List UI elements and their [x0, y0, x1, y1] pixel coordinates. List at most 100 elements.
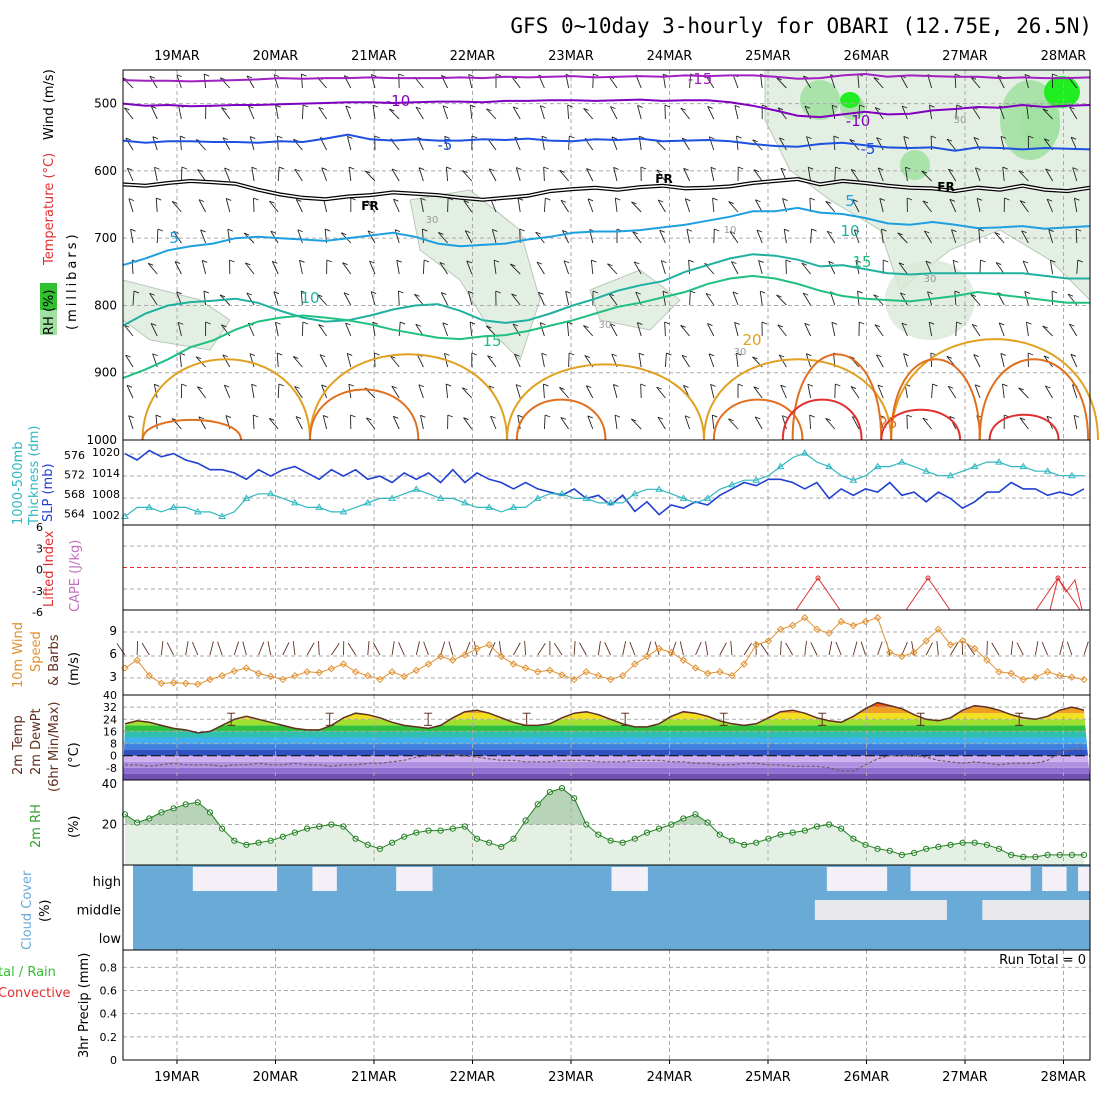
wind-barb	[488, 642, 496, 656]
wind-barb-flag	[277, 135, 283, 139]
wind-speed-point	[509, 660, 518, 668]
wind-barb-flag	[389, 108, 395, 112]
wind-barb	[1042, 325, 1053, 337]
wind-barb-flag	[1070, 353, 1077, 357]
wind-barb-flag	[1044, 138, 1050, 142]
wind-speed-point	[934, 625, 943, 634]
date-label-top: 19MAR	[154, 49, 200, 64]
wind-barb	[936, 641, 939, 656]
date-label-bottom: 28MAR	[1041, 1070, 1087, 1085]
wind-barb	[637, 105, 642, 120]
wind-barb	[1072, 167, 1078, 182]
wind-barb	[728, 201, 739, 213]
wind-barb-flag	[851, 168, 857, 172]
wind-barb	[414, 293, 424, 306]
temp-band	[123, 749, 1090, 756]
wind-barb-flag	[1045, 385, 1051, 389]
wind-barb	[971, 107, 981, 120]
wind-barb	[125, 354, 134, 368]
wind-barb	[422, 259, 425, 275]
wind-barb	[466, 260, 473, 275]
wind-barb	[275, 322, 279, 337]
wind-barb-flag	[662, 290, 669, 294]
wind-speed-point	[412, 666, 421, 674]
wind-barb	[734, 105, 739, 120]
wind-barb	[251, 384, 255, 399]
wind-barb	[974, 384, 981, 399]
wind-barb	[688, 260, 691, 275]
wind-barb-flag	[350, 414, 356, 418]
wind-speed-point	[206, 675, 214, 684]
wind-barb	[928, 105, 933, 120]
wind-barb	[852, 416, 860, 430]
wind-barb-flag	[495, 290, 501, 294]
date-label-bottom: 23MAR	[548, 1070, 594, 1085]
wind-barb-flag	[954, 290, 960, 294]
wind-speed-point	[922, 637, 930, 645]
wind-barb	[683, 168, 691, 182]
wind-barb	[707, 106, 715, 120]
wind-barb	[128, 415, 134, 430]
wind-barb	[126, 168, 134, 182]
wind-barb	[487, 138, 497, 151]
upper-wind-label: Wind (m/s)	[42, 69, 57, 140]
wind-barb-flag	[442, 322, 448, 326]
wind-barb	[807, 384, 812, 399]
wind-barb-flag	[560, 199, 567, 203]
wind-barb-flag	[486, 325, 492, 329]
wind-barb-flag	[631, 418, 637, 422]
wind-barb	[860, 641, 866, 656]
wind-barb	[197, 169, 206, 182]
wind-barb	[705, 293, 715, 306]
wind-barb	[755, 199, 763, 213]
temp-line	[124, 701, 1085, 734]
wind-barb-flag	[752, 356, 758, 360]
wind-barb	[583, 325, 594, 337]
wind-barb-flag	[883, 259, 889, 263]
wind-barb	[486, 108, 497, 120]
isotherm-warm	[702, 358, 893, 441]
cloud-high-cell	[838, 867, 852, 891]
y-tick-label: 800	[94, 298, 117, 312]
wind-barb-flag	[803, 292, 809, 296]
wind-barb	[834, 166, 836, 182]
wind-speed-point	[1007, 669, 1015, 678]
wind-barb	[225, 198, 231, 213]
wind-barb-flag	[510, 263, 516, 267]
wind-barb-flag	[559, 169, 565, 173]
wind-barb-flag	[954, 73, 961, 77]
wind-barb	[367, 230, 376, 244]
wind-barb	[973, 354, 981, 368]
wind-barb-flag	[513, 106, 519, 110]
isotherm-label: -15	[688, 70, 713, 88]
wind-barb	[657, 416, 666, 430]
wind-barb-flag	[269, 417, 275, 421]
wind-barb-flag	[559, 387, 565, 390]
wind-barb-flag	[762, 104, 768, 108]
isotherm-warm	[880, 408, 962, 441]
wind-barb-flag	[760, 290, 766, 294]
wind-barb-flag	[269, 200, 275, 204]
wind-barb	[708, 353, 715, 368]
wind-barb-flag	[127, 167, 133, 171]
wind-barb-flag	[463, 200, 469, 203]
wind-barb-flag	[859, 321, 865, 325]
wind-barb-flag	[809, 414, 815, 418]
wind-barb	[712, 198, 715, 213]
wind-tick-label: 3	[109, 670, 117, 684]
isotherm-warm	[988, 413, 1060, 441]
wind-barb-flag	[973, 354, 979, 357]
wind-barb	[831, 105, 836, 120]
wind-speed-point	[291, 671, 299, 680]
wind-barb	[1059, 641, 1064, 656]
wind-barb-flag	[1018, 387, 1024, 391]
wind-barb-flag	[516, 167, 522, 170]
wind-barb-flag	[903, 353, 909, 356]
wind-barb-flag	[925, 260, 932, 264]
wind-barb-flag	[610, 323, 616, 327]
wind-barb	[463, 200, 473, 213]
rh-max-shading	[1044, 76, 1080, 108]
wind-barb	[922, 417, 932, 430]
y-tick-label: 700	[94, 231, 117, 245]
wind-barb	[174, 261, 182, 275]
